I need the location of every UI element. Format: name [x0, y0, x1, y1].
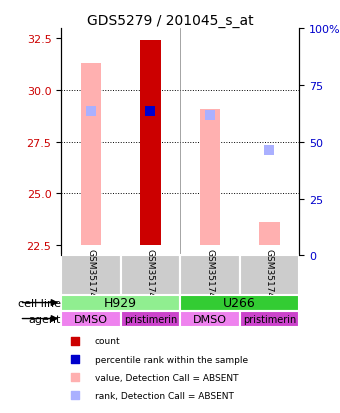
- Bar: [81, 64, 101, 245]
- FancyBboxPatch shape: [61, 256, 121, 295]
- Point: [88, 108, 94, 115]
- Bar: [200, 109, 220, 245]
- FancyBboxPatch shape: [121, 311, 180, 327]
- FancyBboxPatch shape: [240, 256, 299, 295]
- FancyBboxPatch shape: [180, 311, 240, 327]
- Point: [73, 356, 78, 363]
- Point: [73, 392, 78, 399]
- Text: count: count: [95, 336, 120, 345]
- Bar: [140, 41, 161, 245]
- Text: DMSO: DMSO: [74, 314, 108, 324]
- Text: GSM351747: GSM351747: [146, 248, 155, 303]
- Point: [207, 112, 213, 119]
- Text: agent: agent: [29, 314, 61, 324]
- Point: [73, 374, 78, 381]
- Text: H929: H929: [104, 296, 137, 309]
- Text: GDS5279 / 201045_s_at: GDS5279 / 201045_s_at: [87, 14, 253, 28]
- Text: cell line: cell line: [18, 298, 61, 308]
- Text: value, Detection Call = ABSENT: value, Detection Call = ABSENT: [95, 373, 238, 382]
- FancyBboxPatch shape: [180, 256, 240, 295]
- Text: U266: U266: [223, 296, 256, 309]
- Text: percentile rank within the sample: percentile rank within the sample: [95, 355, 248, 364]
- Text: pristimerin: pristimerin: [243, 314, 296, 324]
- Text: GSM351746: GSM351746: [86, 248, 96, 303]
- Text: DMSO: DMSO: [193, 314, 227, 324]
- Text: pristimerin: pristimerin: [124, 314, 177, 324]
- Text: rank, Detection Call = ABSENT: rank, Detection Call = ABSENT: [95, 391, 233, 400]
- Text: GSM351748: GSM351748: [205, 248, 215, 303]
- FancyBboxPatch shape: [121, 256, 180, 295]
- FancyBboxPatch shape: [180, 295, 299, 311]
- FancyBboxPatch shape: [240, 311, 299, 327]
- Bar: [259, 223, 280, 245]
- Point: [73, 337, 78, 344]
- FancyBboxPatch shape: [61, 295, 180, 311]
- Point: [148, 108, 153, 115]
- Text: GSM351749: GSM351749: [265, 248, 274, 303]
- FancyBboxPatch shape: [61, 311, 121, 327]
- Point: [267, 147, 272, 154]
